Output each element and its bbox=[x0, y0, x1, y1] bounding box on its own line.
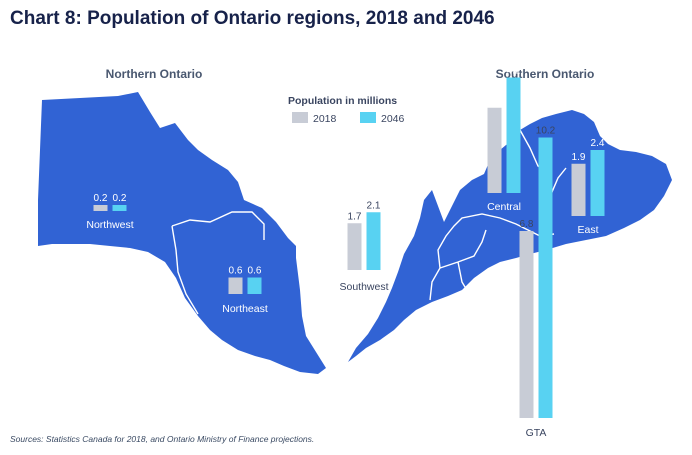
region-label-northeast: Northeast bbox=[222, 303, 268, 315]
bar-label-gta-2046: 10.2 bbox=[536, 126, 556, 137]
bar-group-northeast: 0.6 0.6 Northeast bbox=[222, 266, 268, 316]
bar-southwest-2018 bbox=[347, 223, 362, 270]
legend-label-2018: 2018 bbox=[313, 113, 337, 125]
bar-northwest-2018 bbox=[93, 205, 108, 211]
bar-gta-2018 bbox=[519, 231, 534, 418]
bar-label-northwest-2046: 0.2 bbox=[113, 193, 127, 204]
bar-group-northwest: 0.2 0.2 Northwest bbox=[86, 193, 133, 231]
bar-central-2046 bbox=[506, 77, 521, 193]
northern-ontario-label: Northern Ontario bbox=[106, 67, 203, 81]
bar-group-east: 1.9 2.4 East bbox=[571, 138, 605, 236]
northwest-northeast-border bbox=[171, 211, 265, 315]
bar-label-east-2018: 1.9 bbox=[572, 152, 586, 163]
bar-southwest-2046 bbox=[366, 212, 381, 270]
bar-label-gta-2018: 6.8 bbox=[520, 219, 534, 230]
legend-label-2046: 2046 bbox=[381, 113, 405, 125]
bar-east-2046 bbox=[590, 150, 605, 216]
bar-northeast-2046 bbox=[247, 277, 262, 294]
bar-group-southwest: 1.7 2.1 Southwest bbox=[339, 200, 388, 293]
bar-label-northeast-2046: 0.6 bbox=[248, 266, 262, 277]
bar-group-central: 3.1 4.2 Central bbox=[487, 66, 521, 214]
chart-title: Chart 8: Population of Ontario regions, … bbox=[10, 8, 495, 29]
bar-label-east-2046: 2.4 bbox=[591, 138, 605, 149]
bar-gta-2046 bbox=[538, 137, 553, 418]
northern-ontario-shape bbox=[38, 92, 326, 374]
bar-label-northwest-2018: 0.2 bbox=[94, 193, 108, 204]
region-label-northwest: Northwest bbox=[86, 219, 133, 231]
bar-group-gta: 6.8 10.2 GTA bbox=[519, 126, 556, 439]
bar-groups: 0.2 0.2 Northwest 0.6 0.6 Northeast 1.7 2.1 Sout… bbox=[86, 66, 605, 440]
legend: Population in millions 2018 2046 bbox=[288, 95, 405, 125]
region-label-east: East bbox=[577, 224, 598, 236]
source-note: Sources: Statistics Canada for 2018, and… bbox=[10, 434, 315, 444]
bar-label-central-2046: 4.2 bbox=[507, 66, 521, 77]
bar-label-southwest-2046: 2.1 bbox=[367, 200, 381, 211]
bar-label-northeast-2018: 0.6 bbox=[229, 266, 243, 277]
bar-label-southwest-2018: 1.7 bbox=[348, 211, 362, 222]
legend-swatch-2018 bbox=[292, 112, 308, 123]
bar-east-2018 bbox=[571, 163, 586, 216]
legend-swatch-2046 bbox=[360, 112, 376, 123]
region-label-southwest: Southwest bbox=[339, 281, 388, 293]
region-label-central: Central bbox=[487, 201, 521, 213]
bar-northwest-2046 bbox=[112, 205, 127, 211]
bar-label-central-2018: 3.1 bbox=[488, 96, 502, 107]
bar-central-2018 bbox=[487, 107, 502, 193]
bar-northeast-2018 bbox=[228, 277, 243, 294]
legend-title: Population in millions bbox=[288, 95, 397, 107]
northern-ontario-map bbox=[38, 92, 326, 374]
region-label-gta: GTA bbox=[526, 427, 547, 439]
southern-region-borders bbox=[429, 129, 567, 301]
